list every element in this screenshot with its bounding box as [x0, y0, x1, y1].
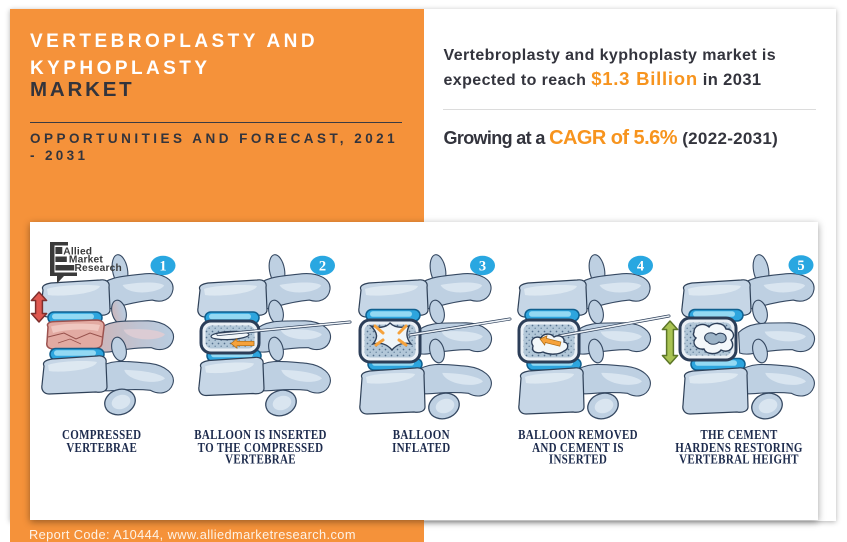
- svg-text:1: 1: [159, 258, 166, 274]
- svg-text:4: 4: [637, 258, 644, 274]
- svg-text:3: 3: [479, 258, 486, 274]
- svg-text:2: 2: [319, 258, 326, 274]
- svg-text:Research: Research: [75, 263, 122, 274]
- svg-text:Allied: Allied: [63, 246, 92, 257]
- svg-text:Market: Market: [69, 254, 103, 265]
- svg-text:5: 5: [797, 258, 804, 274]
